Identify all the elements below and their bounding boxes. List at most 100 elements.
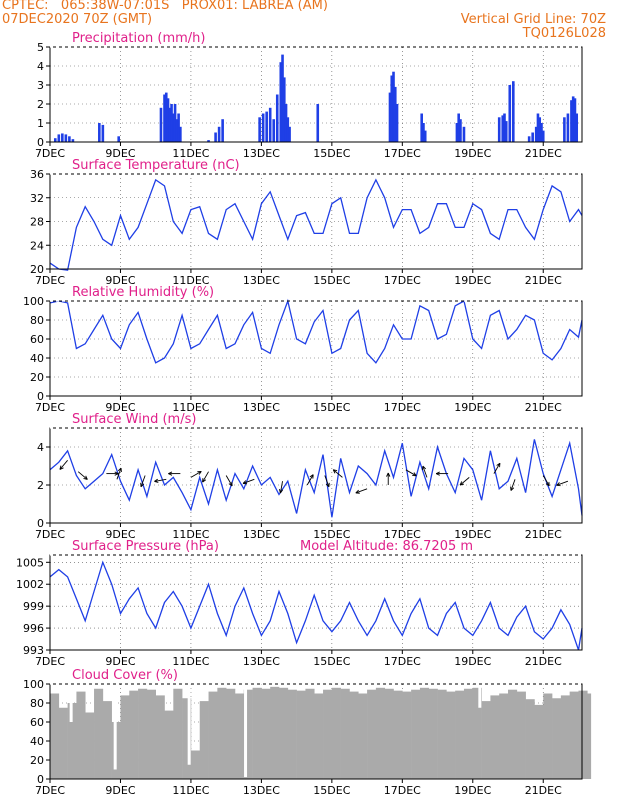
precipitation-bar-65 (571, 96, 575, 142)
precipitation-bar-45 (455, 123, 459, 142)
temperature-xtick-label-1: 9DEC (105, 274, 135, 287)
cloud-bar-43 (428, 688, 438, 779)
cloud-xtick-label-5: 17DEC (384, 784, 421, 797)
precipitation-bar-11 (164, 92, 168, 142)
precipitation-bar-21 (214, 132, 217, 142)
temperature-xtick-label-3: 13DEC (243, 274, 280, 287)
precipitation-bar-47 (459, 119, 462, 142)
humidity-ytick-label-0: 0 (37, 390, 44, 403)
precipitation-bar-66 (573, 98, 577, 142)
precipitation-bar-49 (497, 117, 501, 142)
cloud-bar-33 (340, 688, 350, 779)
temperature-ytick-label-2: 28 (30, 216, 44, 229)
pressure-ytick-label-4: 1005 (16, 556, 44, 569)
cloud-bar-48 (472, 687, 482, 779)
precipitation-bar-63 (566, 113, 570, 142)
temperature-series-line (49, 178, 583, 271)
wind-arrow-4 (140, 475, 146, 488)
precipitation-bar-64 (570, 100, 573, 142)
precipitation-bar-13 (168, 107, 172, 142)
precipitation-xtick-label-6: 19DEC (454, 147, 491, 160)
cloud-bar-10 (138, 688, 148, 779)
precipitation-bar-24 (258, 117, 261, 142)
pressure-frame (49, 554, 583, 651)
cloud-bar-2 (67, 703, 77, 779)
cloud-bar-34 (349, 691, 359, 779)
wind-arrow-12 (306, 474, 314, 486)
precipitation-bar-7 (101, 124, 105, 142)
precipitation-bar-30 (279, 62, 283, 143)
wind-xtick-label-2: 11DEC (172, 528, 209, 541)
cloud-ytick-label-5: 100 (23, 678, 44, 691)
cloud-bar-21 (234, 693, 245, 779)
cloud-bar-35 (358, 693, 368, 779)
wind-arrow-14 (332, 469, 343, 478)
precipitation-bar-5 (71, 139, 75, 142)
pressure-xtick-label-2: 11DEC (172, 655, 209, 668)
cloud-bar-39 (393, 690, 403, 779)
precipitation-ytick-label-4: 4 (37, 60, 44, 73)
precipitation-bar-31 (281, 54, 284, 142)
precipitation-xtick-label-4: 15DEC (313, 147, 350, 160)
pressure-ytick-label-2: 999 (23, 600, 44, 613)
wind-title: Surface Wind (m/s) (72, 412, 196, 427)
wind-arrow-2 (106, 471, 119, 476)
cloud-dip-2 (187, 684, 191, 765)
cloud-xtick-label-3: 13DEC (243, 784, 280, 797)
humidity-xtick-label-3: 13DEC (243, 401, 280, 414)
cloud-bar-27 (287, 689, 297, 779)
precipitation-bar-16 (173, 104, 177, 142)
cloud-bar-15 (182, 698, 192, 779)
wind-xtick-label-6: 19DEC (454, 528, 491, 541)
wind-ytick-label-0: 0 (37, 517, 44, 530)
cloud-ytick-label-0: 0 (37, 773, 44, 786)
wind-arrow-0 (59, 460, 68, 470)
pressure-xtick-label-7: 21DEC (525, 655, 562, 668)
cloud-bar-45 (446, 691, 456, 779)
pressure-ytick-label-3: 1002 (16, 578, 44, 591)
humidity-xtick-label-2: 11DEC (172, 401, 209, 414)
precipitation-xtick-label-2: 11DEC (172, 147, 209, 160)
pressure-xtick-label-3: 13DEC (243, 655, 280, 668)
precipitation-bar-6 (98, 123, 101, 142)
wind-arrow-24 (556, 480, 569, 487)
precipitation-bar-25 (261, 113, 265, 142)
humidity-xtick-label-6: 19DEC (454, 401, 491, 414)
precipitation-bar-10 (163, 94, 166, 142)
cloud-bar-5 (94, 688, 104, 779)
precipitation-bar-35 (288, 126, 291, 142)
precipitation-bar-28 (272, 119, 276, 142)
precipitation-xtick-label-3: 13DEC (243, 147, 280, 160)
wind-xtick-label-1: 9DEC (105, 528, 135, 541)
cloud-bar-22 (243, 689, 253, 779)
cloud-bar-52 (508, 689, 518, 779)
wind-xtick-label-0: 7DEC (35, 528, 65, 541)
precipitation-bar-36 (316, 104, 320, 142)
cloud-bar-18 (208, 691, 218, 779)
pressure-title: Surface Pressure (hPa) (72, 539, 219, 554)
wind-ytick-label-2: 4 (37, 441, 44, 454)
precipitation-bar-40 (393, 86, 397, 142)
cloud-bar-0 (50, 693, 60, 779)
cloud-bar-28 (296, 690, 306, 779)
cloud-bar-47 (463, 688, 474, 779)
cloud-bar-17 (199, 701, 209, 779)
cloud-bar-1 (58, 707, 68, 779)
humidity-series-line (49, 298, 583, 364)
wind-series-line (49, 439, 583, 518)
temperature-ytick-label-0: 20 (30, 263, 44, 276)
humidity-ytick-label-2: 40 (30, 352, 44, 365)
wind-arrow-23 (542, 475, 550, 487)
precipitation-bar-34 (286, 117, 290, 142)
precipitation-xtick-label-1: 9DEC (105, 147, 135, 160)
precipitation-bar-17 (175, 119, 179, 142)
precipitation-bar-50 (501, 115, 505, 142)
humidity-ytick-label-4: 80 (30, 314, 44, 327)
precipitation-bar-51 (503, 113, 506, 142)
cloud-bar-51 (499, 693, 509, 779)
precipitation-bar-1 (57, 134, 61, 142)
cloud-bar-13 (164, 710, 174, 779)
cloud-xtick-label-4: 15DEC (313, 784, 350, 797)
cloud-bar-12 (155, 695, 165, 779)
